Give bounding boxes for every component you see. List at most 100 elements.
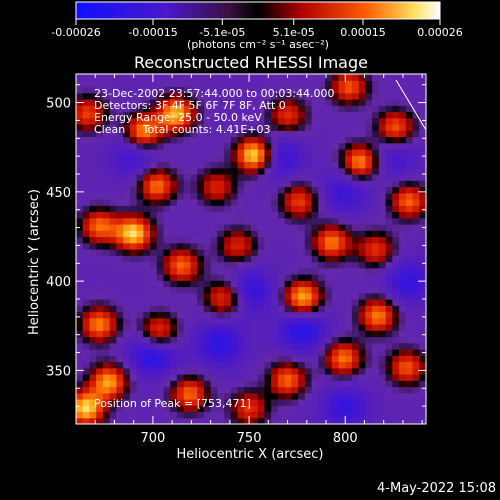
heatmap-cell (345, 74, 353, 81)
heatmap-cell (197, 86, 205, 94)
heatmap-cell (183, 92, 192, 100)
heatmap-cell (311, 199, 319, 206)
heatmap-cell (257, 199, 266, 206)
heatmap-cell (163, 292, 171, 300)
heatmap-cell (412, 192, 420, 200)
heatmap-cell (257, 161, 266, 169)
heatmap-cell (237, 205, 245, 213)
annotation-time-range: 23-Dec-2002 23:57:44.000 to 00:03:44.000 (94, 87, 335, 100)
heatmap-cell (230, 386, 239, 394)
heatmap-cell (298, 399, 306, 406)
heatmap-cell (224, 99, 232, 106)
heatmap-cell (338, 136, 346, 144)
heatmap-cell (156, 299, 165, 306)
heatmap-cell (304, 336, 313, 344)
heatmap-cell (358, 324, 367, 331)
heatmap-cell (331, 342, 340, 350)
heatmap-cell (298, 299, 306, 306)
heatmap-cell (419, 80, 426, 88)
heatmap-cell (419, 124, 426, 131)
heatmap-cell (318, 317, 326, 325)
heatmap-cell (76, 217, 84, 225)
heatmap-cell (338, 92, 346, 100)
heatmap-cell (230, 86, 239, 94)
heatmap-cell (197, 349, 205, 356)
heatmap-cell (271, 242, 279, 250)
heatmap-cell (392, 405, 400, 413)
heatmap-cell (311, 349, 319, 356)
heatmap-cell (102, 86, 111, 94)
heatmap-cell (163, 286, 171, 294)
heatmap-cell (224, 186, 232, 194)
heatmap-cell (277, 230, 286, 238)
heatmap-cell (251, 199, 259, 206)
heatmap-cell (271, 86, 279, 94)
heatmap-cell (230, 211, 239, 219)
heatmap-cell (136, 305, 144, 313)
heatmap-cell (365, 305, 373, 313)
heatmap-cell (419, 111, 426, 119)
heatmap-cell (251, 324, 259, 331)
heatmap-cell (392, 305, 400, 313)
heatmap-cell (271, 174, 279, 181)
heatmap-cell (358, 367, 367, 375)
heatmap-cell (230, 274, 239, 281)
heatmap-cell (264, 267, 272, 275)
heatmap-cell (150, 317, 158, 325)
heatmap-cell (176, 92, 185, 100)
heatmap-cell (358, 249, 367, 256)
heatmap-cell (203, 236, 212, 244)
heatmap-cell (190, 342, 198, 350)
heatmap-cell (224, 92, 232, 100)
heatmap-cell (345, 211, 353, 219)
heatmap-cell (150, 336, 158, 344)
heatmap-cell (82, 249, 91, 256)
heatmap-cell (325, 380, 333, 388)
heatmap-cell (399, 186, 407, 194)
heatmap-cell (419, 136, 426, 144)
heatmap-cell (116, 292, 124, 300)
heatmap-cell (197, 211, 205, 219)
heatmap-cell (96, 136, 104, 144)
heatmap-cell (399, 317, 407, 325)
heatmap-cell (378, 267, 387, 275)
heatmap-cell (89, 199, 97, 206)
heatmap-cell (237, 242, 245, 250)
heatmap-cell (123, 111, 131, 119)
heatmap-cell (284, 242, 292, 250)
heatmap-cell (284, 230, 292, 238)
heatmap-cell (183, 249, 192, 256)
heatmap-cell (237, 305, 245, 313)
heatmap-cell (385, 124, 393, 131)
heatmap-cell (156, 167, 165, 175)
heatmap-cell (284, 92, 292, 100)
heatmap-cell (304, 211, 313, 219)
heatmap-cell (203, 367, 212, 375)
heatmap-cell (102, 311, 111, 319)
heatmap-cell (217, 174, 225, 181)
heatmap-cell (116, 142, 124, 150)
heatmap-cell (399, 236, 407, 244)
heatmap-cell (123, 136, 131, 144)
heatmap-cell (237, 174, 245, 181)
heatmap-cell (89, 236, 97, 244)
heatmap-cell (217, 367, 225, 375)
heatmap-cell (271, 161, 279, 169)
heatmap-cell (298, 361, 306, 369)
heatmap-cell (298, 167, 306, 175)
heatmap-cell (392, 111, 400, 119)
heatmap-cell (271, 124, 279, 131)
heatmap-cell (325, 230, 333, 238)
heatmap-cell (123, 192, 131, 200)
heatmap-cell (150, 136, 158, 144)
heatmap-cell (284, 111, 292, 119)
heatmap-cell (109, 130, 117, 138)
heatmap-cell (203, 255, 212, 263)
heatmap-cell (405, 161, 414, 169)
heatmap-cell (156, 80, 165, 88)
heatmap-cell (150, 80, 158, 88)
heatmap-cell (405, 142, 414, 150)
heatmap-cell (405, 167, 414, 175)
heatmap-cell (217, 192, 225, 200)
heatmap-cell (284, 392, 292, 400)
